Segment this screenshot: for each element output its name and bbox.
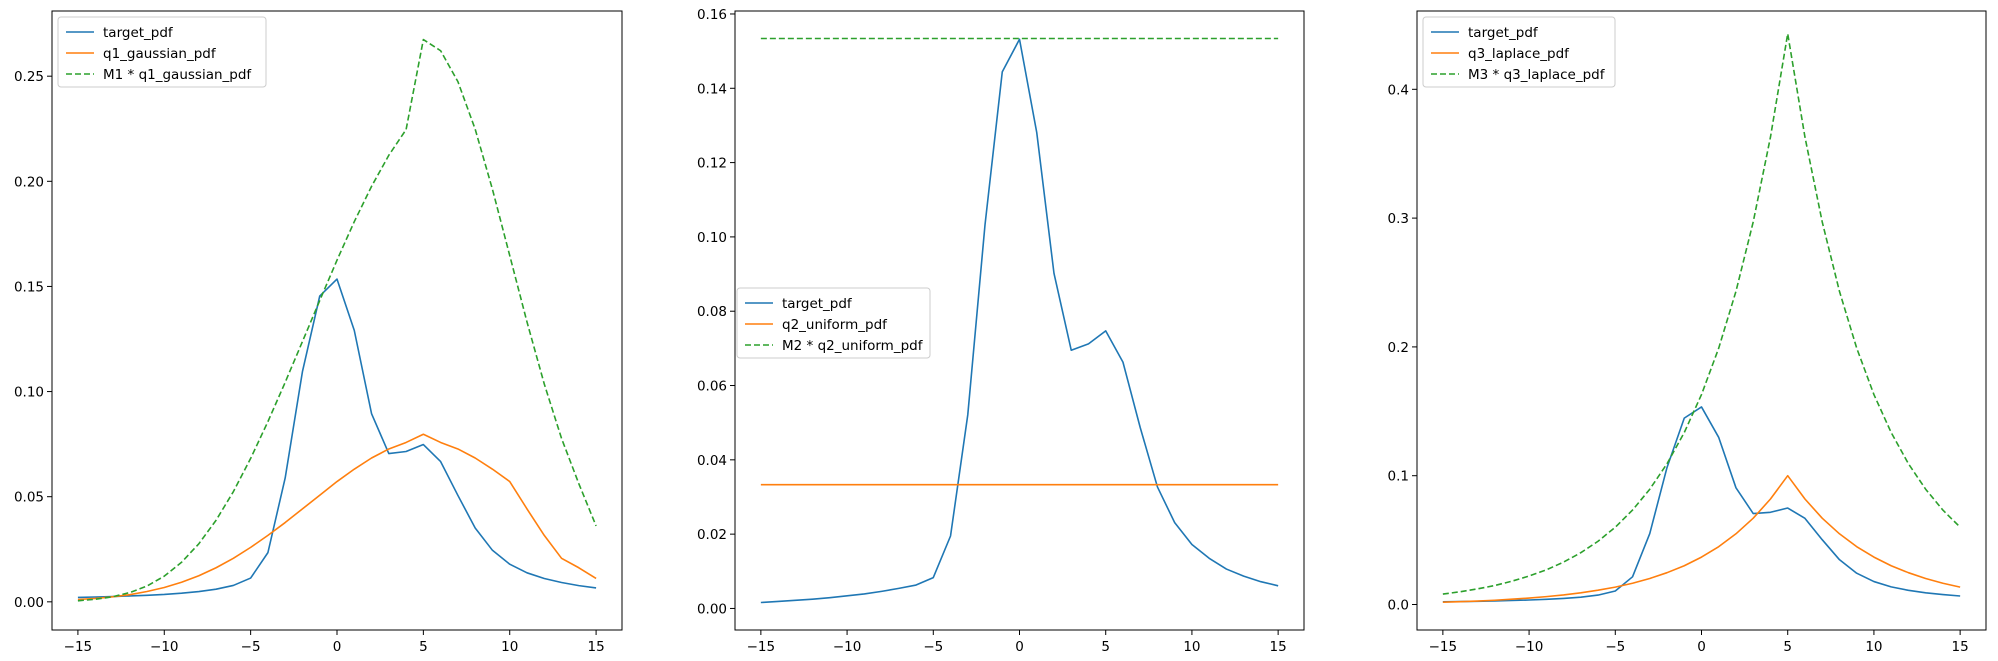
series-line-2 [1442, 474, 1961, 603]
x-tick-label: 5 [419, 639, 428, 655]
legend-label: q1_gaussian_pdf [103, 46, 217, 62]
legend-label: M1 * q1_gaussian_pdf [103, 67, 252, 83]
series-line-1 [77, 278, 597, 599]
legend-label: M2 * q2_uniform_pdf [782, 338, 924, 354]
chart-panel-1: −15 −10 −5 0 5 10 15 0.00 0.05 0.10 0.15 0.20 0.25 ta… [14, 10, 623, 655]
x-tick-label: 5 [1101, 639, 1110, 655]
y-tick-label: 0.12 [697, 156, 727, 172]
y-tick-label: 0.02 [697, 527, 727, 543]
x-tick-label: 0 [1697, 639, 1706, 655]
legend-label: q3_laplace_pdf [1468, 46, 1570, 62]
y-tick-label: 0.00 [14, 595, 44, 611]
y-tick-label: 0.2 [1388, 340, 1409, 356]
x-tick-label: 0 [1015, 639, 1024, 655]
axes-frame [1416, 10, 1987, 631]
legend-box [57, 16, 267, 88]
series-line-2 [77, 433, 597, 601]
chart-panel-3: −15 −10 −5 0 5 10 15 0.0 0.1 0.2 0.3 0.4 target_pdfq… [1388, 10, 1987, 655]
y-tick-label: 0.20 [14, 174, 44, 190]
legend-box [1422, 16, 1616, 88]
y-tick-label: 0.15 [14, 279, 44, 295]
x-tick-label: 10 [1865, 639, 1882, 655]
series-line-3 [77, 38, 597, 602]
y-tick-label: 0.00 [697, 601, 727, 617]
y-tick-label: 0.1 [1388, 469, 1409, 485]
legend-label: target_pdf [103, 25, 174, 41]
legend-box [736, 287, 931, 359]
axes-frame [51, 10, 623, 631]
x-tick-label: −10 [150, 639, 179, 655]
x-tick-label: −15 [64, 639, 93, 655]
x-tick-label: −10 [1515, 639, 1544, 655]
x-tick-label: −5 [923, 639, 943, 655]
x-tick-label: −15 [747, 639, 776, 655]
y-tick-label: 0.14 [697, 81, 727, 97]
series-line-1 [760, 38, 1279, 604]
x-tick-label: 0 [333, 639, 342, 655]
chart-panel-2: −15 −10 −5 0 5 10 15 0.00 0.02 0.04 0.06 0.08 0.10 0.… [697, 7, 1305, 655]
y-tick-label: 0.0 [1388, 597, 1409, 613]
series-line-3 [1442, 32, 1961, 595]
y-tick-label: 0.08 [697, 304, 727, 320]
y-tick-label: 0.3 [1388, 211, 1409, 227]
y-tick-label: 0.04 [697, 453, 727, 469]
y-tick-label: 0.06 [697, 379, 727, 395]
legend-label: q2_uniform_pdf [782, 317, 888, 333]
x-tick-label: 15 [587, 639, 604, 655]
x-tick-label: 10 [1183, 639, 1200, 655]
y-tick-label: 0.16 [697, 7, 727, 23]
x-tick-label: −10 [833, 639, 862, 655]
y-tick-label: 0.10 [14, 385, 44, 401]
legend: target_pdf q2_uniform_pdf M2 * q2_uniform_… [736, 287, 931, 359]
legend: target_pdf q1_gaussian_pdf M1 * q1_gaussia… [57, 16, 267, 88]
x-tick-label: −5 [1605, 639, 1625, 655]
legend-label: target_pdf [782, 296, 853, 312]
x-tick-label: −15 [1429, 639, 1458, 655]
y-tick-label: 0.4 [1388, 82, 1409, 98]
x-tick-label: 10 [501, 639, 518, 655]
series-line-1 [1442, 406, 1961, 603]
legend-label: M3 * q3_laplace_pdf [1468, 67, 1606, 83]
x-tick-label: 5 [1783, 639, 1792, 655]
y-tick-label: 0.05 [14, 490, 44, 506]
y-tick-label: 0.25 [14, 69, 44, 85]
x-tick-label: 15 [1952, 639, 1969, 655]
legend-label: target_pdf [1468, 25, 1539, 41]
y-tick-label: 0.10 [697, 230, 727, 246]
x-tick-label: −5 [241, 639, 261, 655]
legend: target_pdf q3_laplace_pdf M3 * q3_laplace_… [1422, 16, 1616, 88]
x-tick-label: 15 [1270, 639, 1287, 655]
